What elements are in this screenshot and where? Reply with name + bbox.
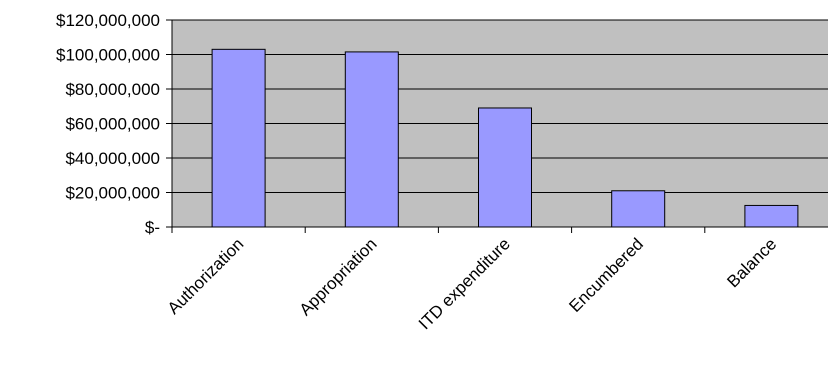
bar-appropriation: [344, 51, 399, 228]
bar-encumbered: [611, 190, 666, 228]
x-category-label: Encumbered: [565, 234, 647, 316]
bar-itd-expenditure: [478, 107, 532, 228]
x-category-label: Authorization: [164, 234, 248, 318]
x-category-label: Balance: [723, 234, 780, 291]
bars: [211, 48, 799, 228]
y-axis-tick-labels: $- $20,000,000 $40,000,000 $60,000,000 $80,0…: [56, 11, 160, 237]
y-tick-label: $100,000,000: [56, 46, 160, 65]
y-tick-label: $-: [145, 218, 160, 237]
y-tick-label: $60,000,000: [65, 115, 160, 134]
y-tick-label: $120,000,000: [56, 11, 160, 30]
x-axis-category-labels: Authorization Appropriation ITD expenditur…: [164, 234, 780, 333]
bar-balance: [744, 204, 799, 228]
x-category-label: ITD expenditure: [415, 234, 514, 333]
y-tick-label: $20,000,000: [65, 184, 160, 203]
axes: [166, 19, 828, 233]
y-tick-label: $40,000,000: [65, 149, 160, 168]
x-category-label: Appropriation: [296, 234, 381, 319]
bar-authorization: [211, 48, 266, 228]
y-tick-label: $80,000,000: [65, 80, 160, 99]
